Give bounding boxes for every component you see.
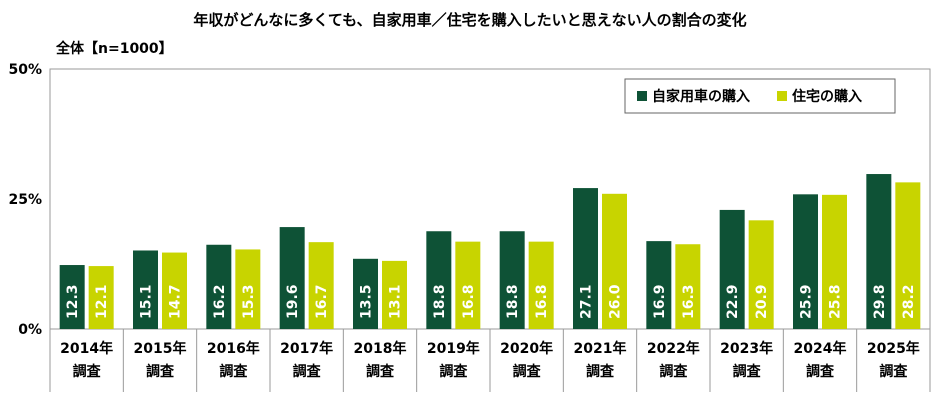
x-tick-label: 2018年	[354, 340, 407, 357]
data-label: 18.8	[505, 284, 521, 319]
data-label: 13.1	[388, 284, 404, 319]
bar	[206, 244, 232, 329]
data-label: 15.1	[139, 284, 155, 319]
legend-swatch	[637, 91, 647, 101]
y-tick-label: 25%	[8, 192, 42, 208]
bar	[308, 242, 334, 329]
x-tick-label: 2021年	[574, 340, 627, 357]
x-tick-label: 2024年	[794, 340, 847, 357]
data-label: 16.8	[461, 284, 477, 319]
bar	[88, 266, 114, 329]
x-tick-label: 2015年	[134, 340, 187, 357]
x-tick-label: 調査	[366, 363, 395, 380]
x-tick-label: 調査	[659, 363, 688, 380]
bar	[573, 188, 598, 329]
x-tick-label: 2022年	[647, 340, 700, 357]
data-label: 14.7	[168, 284, 184, 319]
data-label: 26.0	[608, 284, 624, 319]
legend-swatch	[777, 91, 787, 101]
data-label: 25.8	[828, 284, 844, 319]
x-tick-label: 2020年	[500, 340, 553, 357]
x-tick-label: 調査	[806, 363, 835, 380]
data-label: 28.2	[901, 284, 917, 319]
x-tick-label: 調査	[146, 363, 175, 380]
bar	[866, 174, 892, 329]
data-label: 12.1	[94, 284, 110, 319]
y-tick-label: 50%	[8, 62, 42, 78]
bar	[426, 231, 452, 329]
x-tick-label: 調査	[586, 363, 615, 380]
bar	[895, 182, 921, 329]
bar	[133, 250, 158, 329]
x-tick-label: 2014年	[60, 340, 113, 357]
data-label: 16.9	[652, 284, 668, 319]
data-label: 25.9	[799, 284, 815, 319]
data-label: 16.7	[314, 284, 330, 319]
x-tick-label: 調査	[733, 363, 762, 380]
bar	[499, 231, 525, 329]
data-label: 27.1	[579, 284, 595, 319]
x-tick-label: 2016年	[207, 340, 260, 357]
bar	[455, 241, 481, 329]
data-label: 15.3	[241, 284, 257, 319]
bar	[528, 241, 554, 329]
data-label: 13.5	[359, 284, 375, 319]
bar	[59, 265, 85, 329]
bar	[162, 252, 187, 329]
data-label: 22.9	[725, 284, 741, 319]
data-label: 19.6	[285, 284, 301, 319]
legend-label: 自家用車の購入	[652, 88, 750, 105]
x-tick-label: 2019年	[427, 340, 480, 357]
data-label: 20.9	[754, 284, 770, 319]
bar	[646, 241, 672, 329]
bar	[793, 194, 818, 329]
x-tick-label: 調査	[219, 363, 248, 380]
bar	[719, 209, 745, 329]
data-label: 16.2	[212, 284, 228, 319]
x-tick-label: 調査	[439, 363, 468, 380]
x-tick-label: 調査	[879, 363, 908, 380]
bar	[353, 258, 378, 329]
data-label: 12.3	[65, 284, 81, 319]
bar	[382, 260, 407, 329]
bar	[279, 227, 305, 329]
x-tick-label: 調査	[293, 363, 322, 380]
x-tick-label: 調査	[73, 363, 102, 380]
chart-title: 年収がどんなに多くても、自家用車／住宅を購入したいと思えない人の割合の変化	[193, 11, 747, 29]
x-tick-label: 2017年	[280, 340, 333, 357]
bar	[675, 244, 701, 329]
y-tick-label: 0%	[18, 322, 42, 338]
legend-label: 住宅の購入	[792, 88, 862, 105]
legend-box	[624, 78, 896, 114]
data-label: 18.8	[432, 284, 448, 319]
bar	[748, 220, 774, 329]
data-label: 16.3	[681, 284, 697, 319]
data-label: 16.8	[534, 284, 550, 319]
bar	[822, 194, 847, 329]
chart-subtitle: 全体【n=1000】	[56, 41, 173, 57]
x-tick-label: 2023年	[720, 340, 773, 357]
x-tick-label: 調査	[513, 363, 542, 380]
x-tick-label: 2025年	[867, 340, 920, 357]
data-label: 29.8	[872, 284, 888, 319]
bar	[235, 249, 261, 329]
bar	[602, 193, 627, 329]
